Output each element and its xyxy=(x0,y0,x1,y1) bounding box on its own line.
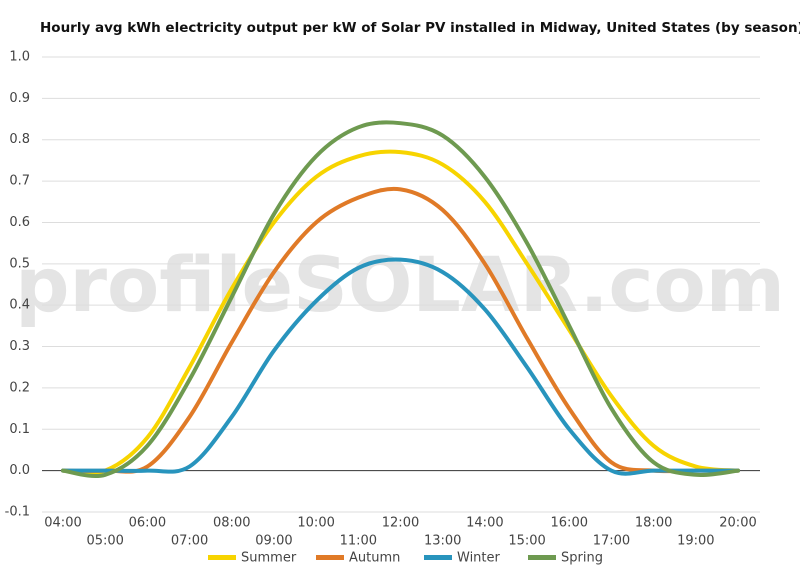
y-tick-label: 0.0 xyxy=(9,463,30,478)
legend-label: Summer xyxy=(241,551,297,566)
legend-swatch xyxy=(424,555,452,560)
legend-label: Spring xyxy=(561,551,603,566)
y-tick-label: 0.2 xyxy=(9,380,30,395)
x-tick-label: 10:00 xyxy=(297,516,334,531)
y-tick-label: 1.0 xyxy=(9,50,30,65)
x-tick-label: 07:00 xyxy=(171,534,208,549)
legend-label: Winter xyxy=(457,551,501,566)
legend-swatch xyxy=(528,555,556,560)
x-tick-label: 11:00 xyxy=(340,534,377,549)
series-line xyxy=(61,120,740,478)
x-tick-label: 09:00 xyxy=(255,534,292,549)
x-tick-label: 19:00 xyxy=(677,534,714,549)
x-tick-label: 20:00 xyxy=(719,516,756,531)
x-tick-label: 08:00 xyxy=(213,516,250,531)
x-tick-label: 04:00 xyxy=(44,516,81,531)
legend-label: Autumn xyxy=(349,551,400,566)
x-tick-label: 12:00 xyxy=(382,516,419,531)
x-tick-label: 05:00 xyxy=(86,534,123,549)
y-tick-label: 0.7 xyxy=(9,174,30,189)
watermark: profileSOLAR.com xyxy=(15,240,785,329)
y-tick-label: -0.1 xyxy=(5,505,30,520)
y-tick-label: 0.9 xyxy=(9,91,30,106)
chart-title: Hourly avg kWh electricity output per kW… xyxy=(40,20,800,36)
y-tick-label: 0.6 xyxy=(9,215,30,230)
x-tick-label: 18:00 xyxy=(635,516,672,531)
series-line xyxy=(61,186,740,474)
legend-swatch xyxy=(208,555,236,560)
x-tick-label: 14:00 xyxy=(466,516,503,531)
y-tick-label: 0.4 xyxy=(9,298,30,313)
series-line xyxy=(61,257,740,476)
y-tick-label: 0.1 xyxy=(9,422,30,437)
y-tick-label: 0.8 xyxy=(9,132,30,147)
y-tick-label: 0.3 xyxy=(9,339,30,354)
x-tick-label: 16:00 xyxy=(551,516,588,531)
series-line xyxy=(61,149,740,476)
y-tick-label: 0.5 xyxy=(9,256,30,271)
x-tick-label: 15:00 xyxy=(508,534,545,549)
legend-swatch xyxy=(316,555,344,560)
x-tick-label: 13:00 xyxy=(424,534,461,549)
x-tick-label: 06:00 xyxy=(129,516,166,531)
x-tick-label: 17:00 xyxy=(593,534,630,549)
